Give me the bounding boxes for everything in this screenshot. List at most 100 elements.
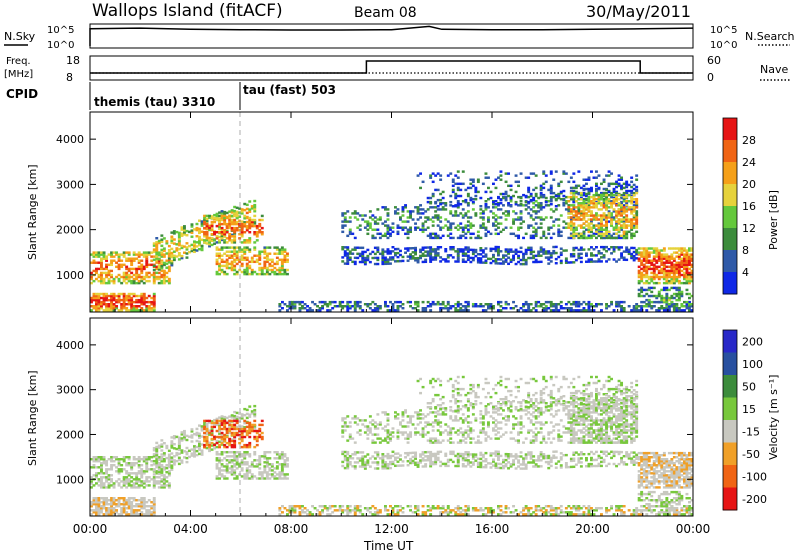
velocity-cell bbox=[185, 446, 189, 450]
power-cell bbox=[499, 192, 503, 196]
power-cell bbox=[346, 234, 350, 238]
power-cell bbox=[677, 290, 681, 294]
power-cell bbox=[389, 232, 392, 236]
velocity-cell bbox=[157, 480, 161, 483]
power-cell bbox=[552, 224, 556, 227]
power-cell bbox=[439, 192, 443, 196]
power-cell bbox=[373, 236, 377, 240]
power-cell bbox=[376, 262, 380, 266]
velocity-cell bbox=[145, 464, 149, 467]
velocity-cell bbox=[110, 505, 114, 508]
power-cell bbox=[253, 214, 257, 218]
power-cell bbox=[492, 206, 495, 209]
power-cell bbox=[245, 256, 249, 260]
power-cell bbox=[424, 220, 428, 223]
power-cell bbox=[384, 303, 387, 306]
velocity-cell bbox=[248, 465, 252, 468]
power-cell bbox=[416, 208, 420, 211]
velocity-cell bbox=[230, 438, 234, 441]
power-cell bbox=[587, 303, 591, 306]
power-cell bbox=[554, 262, 558, 265]
power-cell bbox=[170, 264, 174, 267]
power-cell bbox=[137, 259, 141, 262]
power-cell bbox=[484, 206, 488, 209]
power-cell bbox=[245, 264, 249, 268]
power-cell bbox=[547, 204, 551, 207]
power-cell bbox=[170, 259, 174, 263]
power-cell bbox=[456, 228, 460, 231]
power-cell bbox=[675, 255, 679, 258]
power-cell bbox=[464, 214, 468, 217]
power-cell bbox=[248, 216, 252, 220]
power-cell bbox=[110, 263, 114, 267]
velocity-cell bbox=[125, 511, 129, 514]
power-cell bbox=[378, 305, 382, 308]
velocity-cell bbox=[102, 499, 106, 502]
power-cell bbox=[675, 277, 679, 281]
velocity-cell bbox=[147, 468, 151, 471]
velocity-cell bbox=[225, 421, 229, 425]
power-cell bbox=[607, 305, 611, 308]
velocity-cell bbox=[125, 482, 129, 485]
power-cell bbox=[635, 210, 639, 213]
power-cell bbox=[640, 309, 644, 312]
power-cell bbox=[615, 191, 619, 195]
power-cell bbox=[230, 222, 234, 226]
velocity-cell bbox=[215, 441, 219, 445]
power-cell bbox=[250, 205, 254, 208]
power-cell bbox=[688, 271, 691, 275]
power-cell bbox=[667, 265, 671, 269]
velocity-cell bbox=[120, 458, 124, 461]
power-cell bbox=[487, 303, 490, 306]
power-cell bbox=[160, 244, 164, 248]
velocity-cell bbox=[220, 421, 224, 425]
velocity-cell bbox=[157, 462, 161, 466]
power-cell bbox=[145, 279, 149, 283]
velocity-cell bbox=[238, 424, 242, 427]
power-cell bbox=[527, 224, 531, 227]
velocity-cell bbox=[130, 497, 134, 500]
power-cell bbox=[620, 309, 624, 312]
power-cell bbox=[577, 305, 581, 308]
power-cell bbox=[115, 261, 119, 264]
power-cell bbox=[622, 236, 626, 240]
power-cell bbox=[688, 309, 691, 312]
power-cell bbox=[672, 292, 676, 296]
power-cell bbox=[479, 205, 483, 208]
power-cell bbox=[557, 182, 561, 186]
power-cell bbox=[494, 214, 498, 217]
power-cell bbox=[539, 202, 543, 205]
power-cell bbox=[557, 303, 561, 306]
power-cell bbox=[645, 275, 649, 279]
power-cell bbox=[248, 226, 252, 230]
power-cell bbox=[253, 270, 257, 274]
power-cell bbox=[557, 228, 561, 231]
velocity-cell bbox=[152, 473, 156, 476]
power-cell bbox=[100, 257, 103, 260]
velocity-cell bbox=[117, 470, 121, 473]
power-cell bbox=[615, 226, 619, 229]
power-cell bbox=[145, 296, 149, 300]
power-cell bbox=[243, 224, 247, 228]
power-cell bbox=[602, 180, 606, 184]
velocity-cell bbox=[213, 437, 217, 441]
power-cell bbox=[466, 224, 470, 227]
power-cell bbox=[110, 296, 114, 300]
power-cell bbox=[152, 273, 156, 277]
power-cell bbox=[275, 262, 279, 266]
power-cell bbox=[539, 248, 543, 251]
power-cell bbox=[665, 292, 669, 296]
velocity-cell bbox=[132, 478, 136, 481]
velocity-cell bbox=[328, 507, 332, 510]
velocity-cell bbox=[100, 458, 103, 461]
velocity-cell bbox=[250, 429, 254, 433]
velocity-cell bbox=[283, 463, 287, 466]
power-cell bbox=[675, 298, 679, 302]
power-cell bbox=[205, 222, 209, 226]
velocity-cell bbox=[225, 441, 229, 445]
power-cell bbox=[547, 262, 551, 265]
power-cell bbox=[127, 292, 131, 296]
velocity-cell bbox=[215, 457, 219, 460]
power-cell bbox=[306, 305, 310, 308]
velocity-cell bbox=[152, 503, 156, 506]
